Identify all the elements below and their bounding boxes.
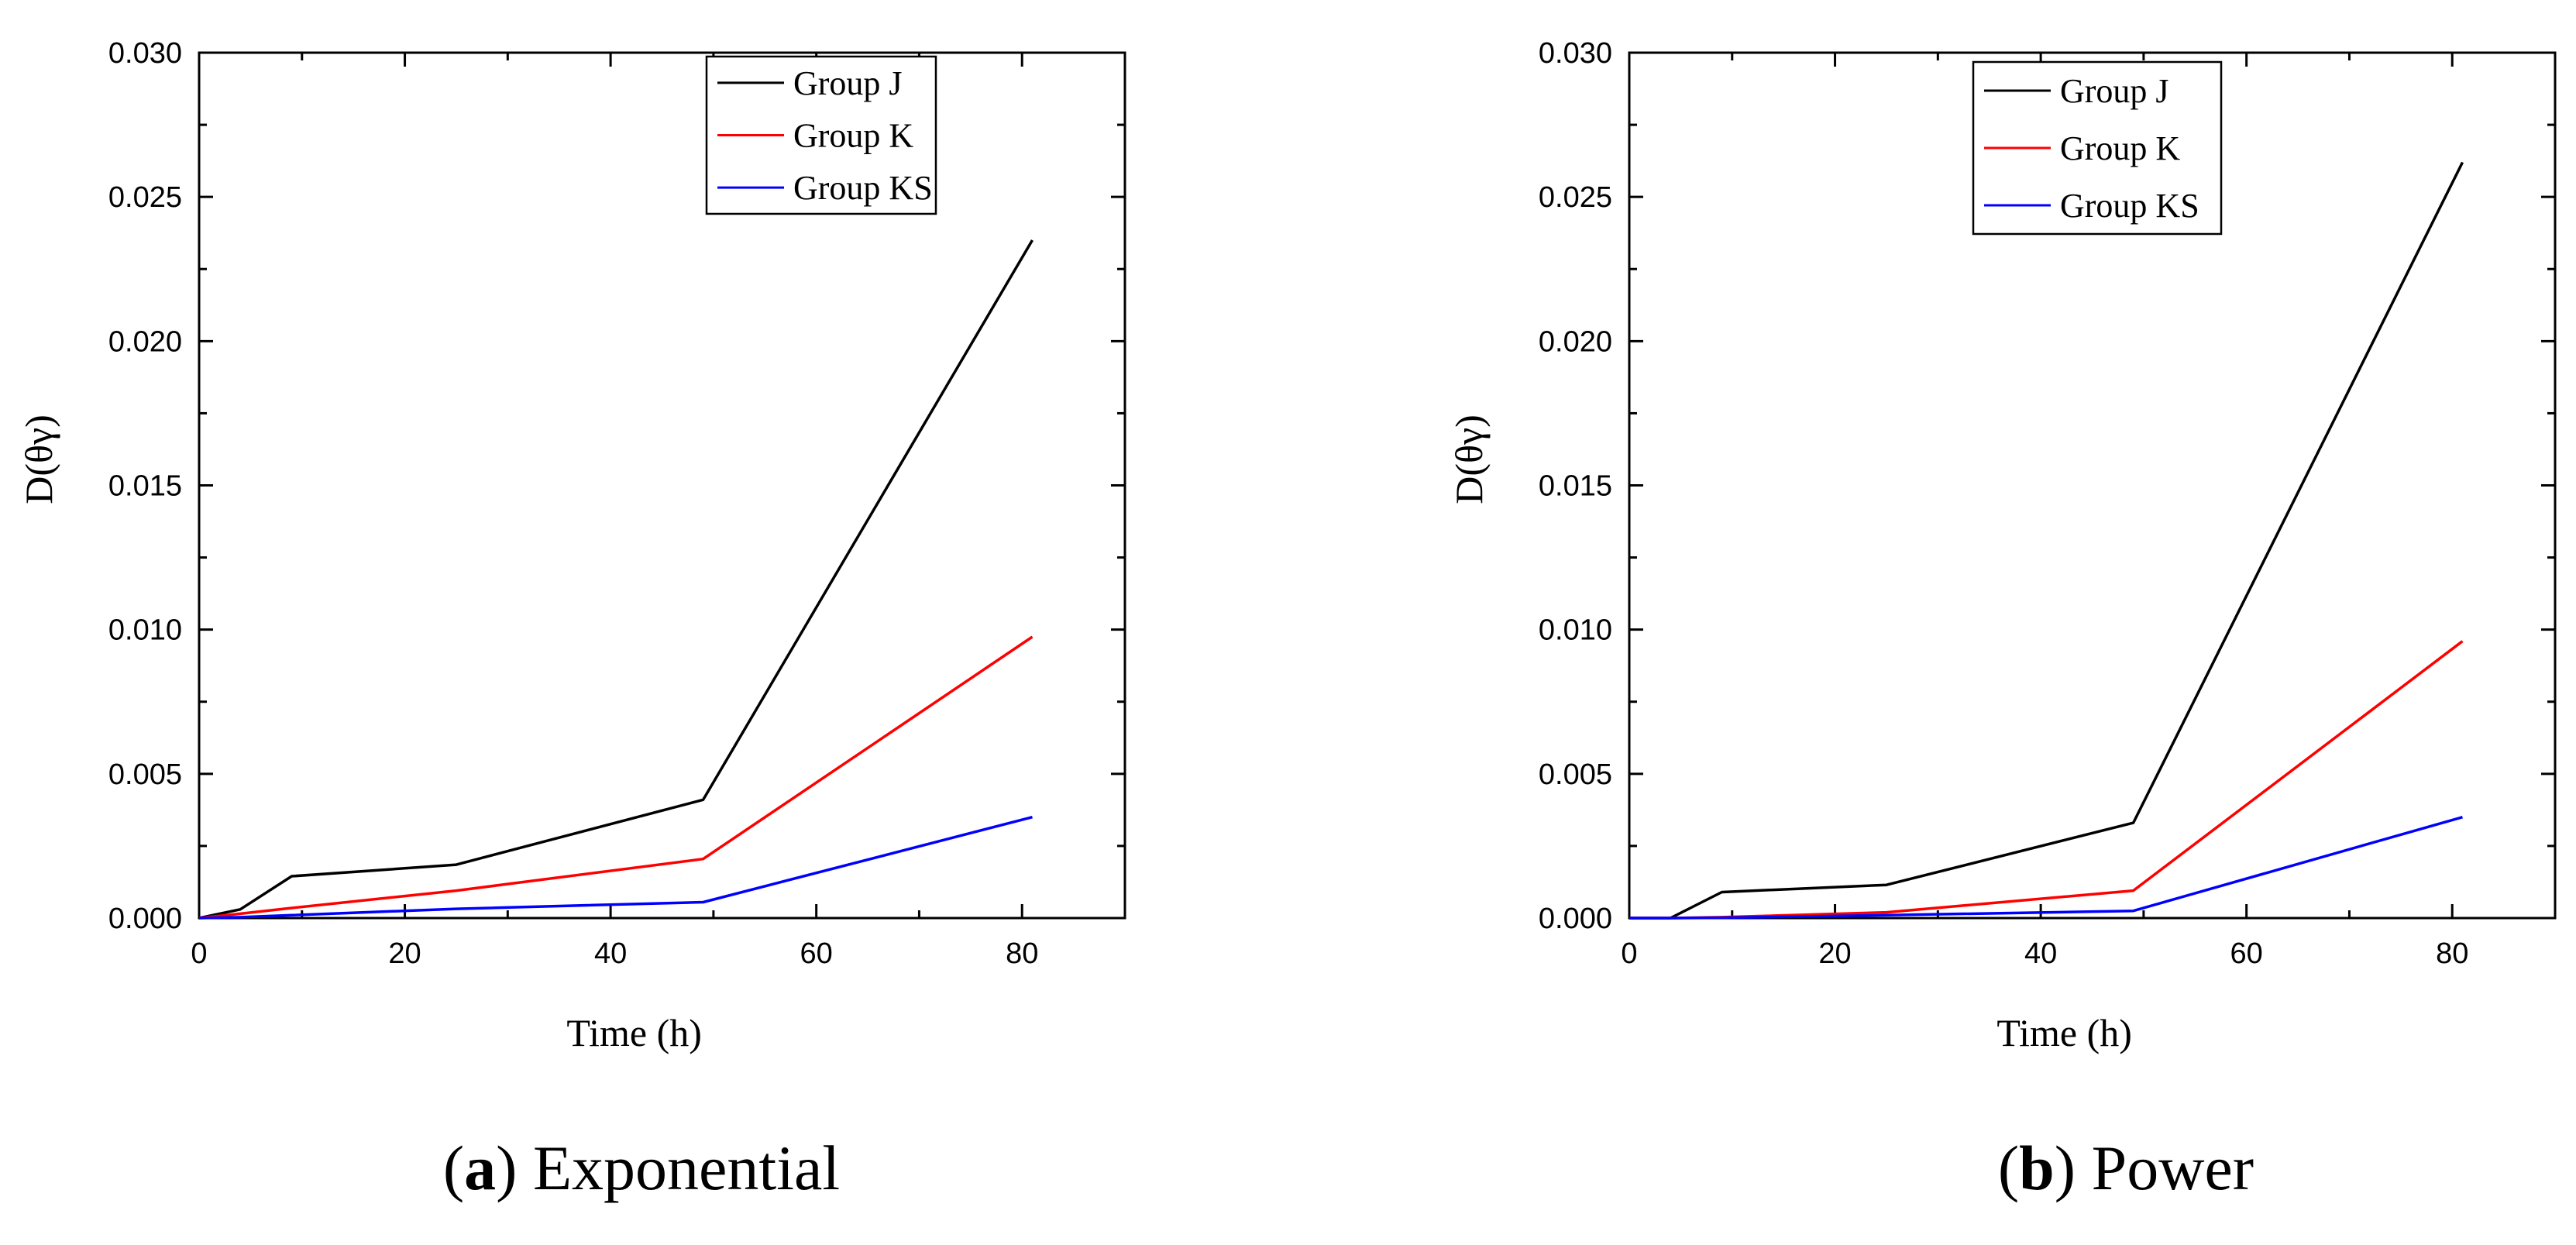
y-tick-label: 0.020 bbox=[1539, 325, 1612, 358]
series-line-group-k bbox=[1629, 640, 2464, 920]
legend-label: Group KS bbox=[2060, 187, 2199, 225]
figure-caption: (b) Power bbox=[1998, 1133, 2254, 1203]
y-tick-label: 0.010 bbox=[108, 614, 182, 647]
series-line-group-ks bbox=[1629, 816, 2463, 920]
series-line-group-k bbox=[198, 635, 1033, 920]
legend-label: Group K bbox=[2060, 129, 2180, 167]
plot-frame bbox=[198, 51, 1126, 920]
caption-title: Power bbox=[2092, 1133, 2254, 1203]
x-tick-label: 80 bbox=[1006, 937, 1038, 970]
y-axis-label: D(θγ) bbox=[1447, 414, 1491, 504]
caption-title: Exponential bbox=[533, 1133, 840, 1203]
legend-label: Group J bbox=[2060, 72, 2169, 110]
series-line-group-j bbox=[1629, 161, 2464, 920]
x-axis-label: Time (h) bbox=[1996, 1011, 2132, 1054]
chart-power: 0 20 40 60 80 0.000 0.005 0.010 0.015 0.020 0.025 0… bbox=[1447, 37, 2557, 1203]
y-tick-label: 0.025 bbox=[1539, 181, 1612, 214]
x-axis-label: Time (h) bbox=[566, 1011, 702, 1054]
y-axis-label: D(θγ) bbox=[17, 414, 60, 504]
y-tick-label: 0.015 bbox=[108, 470, 182, 503]
caption-letter: b bbox=[2019, 1133, 2055, 1203]
y-tick-label: 0.000 bbox=[108, 903, 182, 935]
x-tick-label: 0 bbox=[1621, 937, 1637, 970]
y-tick-label: 0.030 bbox=[108, 37, 182, 70]
legend-label: Group KS bbox=[793, 169, 933, 207]
x-tick-label: 20 bbox=[388, 937, 421, 970]
y-tick-label: 0.005 bbox=[1539, 758, 1612, 791]
figure-caption: (a) Exponential bbox=[443, 1133, 840, 1203]
series-line-group-ks bbox=[198, 816, 1033, 920]
y-tick-label: 0.030 bbox=[1539, 37, 1612, 70]
chart-exponential: 0 20 40 60 80 0.000 0.005 0.010 0.015 0.020 0.025 0… bbox=[17, 37, 1126, 1203]
y-tick-label: 0.005 bbox=[108, 758, 182, 791]
x-tick-label: 0 bbox=[191, 937, 207, 970]
x-tick-label: 20 bbox=[1818, 937, 1851, 970]
x-tick-label: 60 bbox=[800, 937, 833, 970]
series-line-group-j bbox=[198, 239, 1034, 920]
x-tick-label: 40 bbox=[594, 937, 627, 970]
y-tick-label: 0.010 bbox=[1539, 614, 1612, 647]
y-tick-label: 0.000 bbox=[1539, 903, 1612, 935]
legend-label: Group J bbox=[793, 64, 903, 102]
y-tick-label: 0.025 bbox=[108, 181, 182, 214]
x-tick-label: 60 bbox=[2230, 937, 2263, 970]
y-tick-label: 0.020 bbox=[108, 325, 182, 358]
y-tick-label: 0.015 bbox=[1539, 470, 1612, 503]
x-tick-label: 80 bbox=[2436, 937, 2468, 970]
legend-label: Group K bbox=[793, 117, 913, 155]
x-tick-label: 40 bbox=[2024, 937, 2057, 970]
caption-letter: a bbox=[464, 1133, 496, 1203]
